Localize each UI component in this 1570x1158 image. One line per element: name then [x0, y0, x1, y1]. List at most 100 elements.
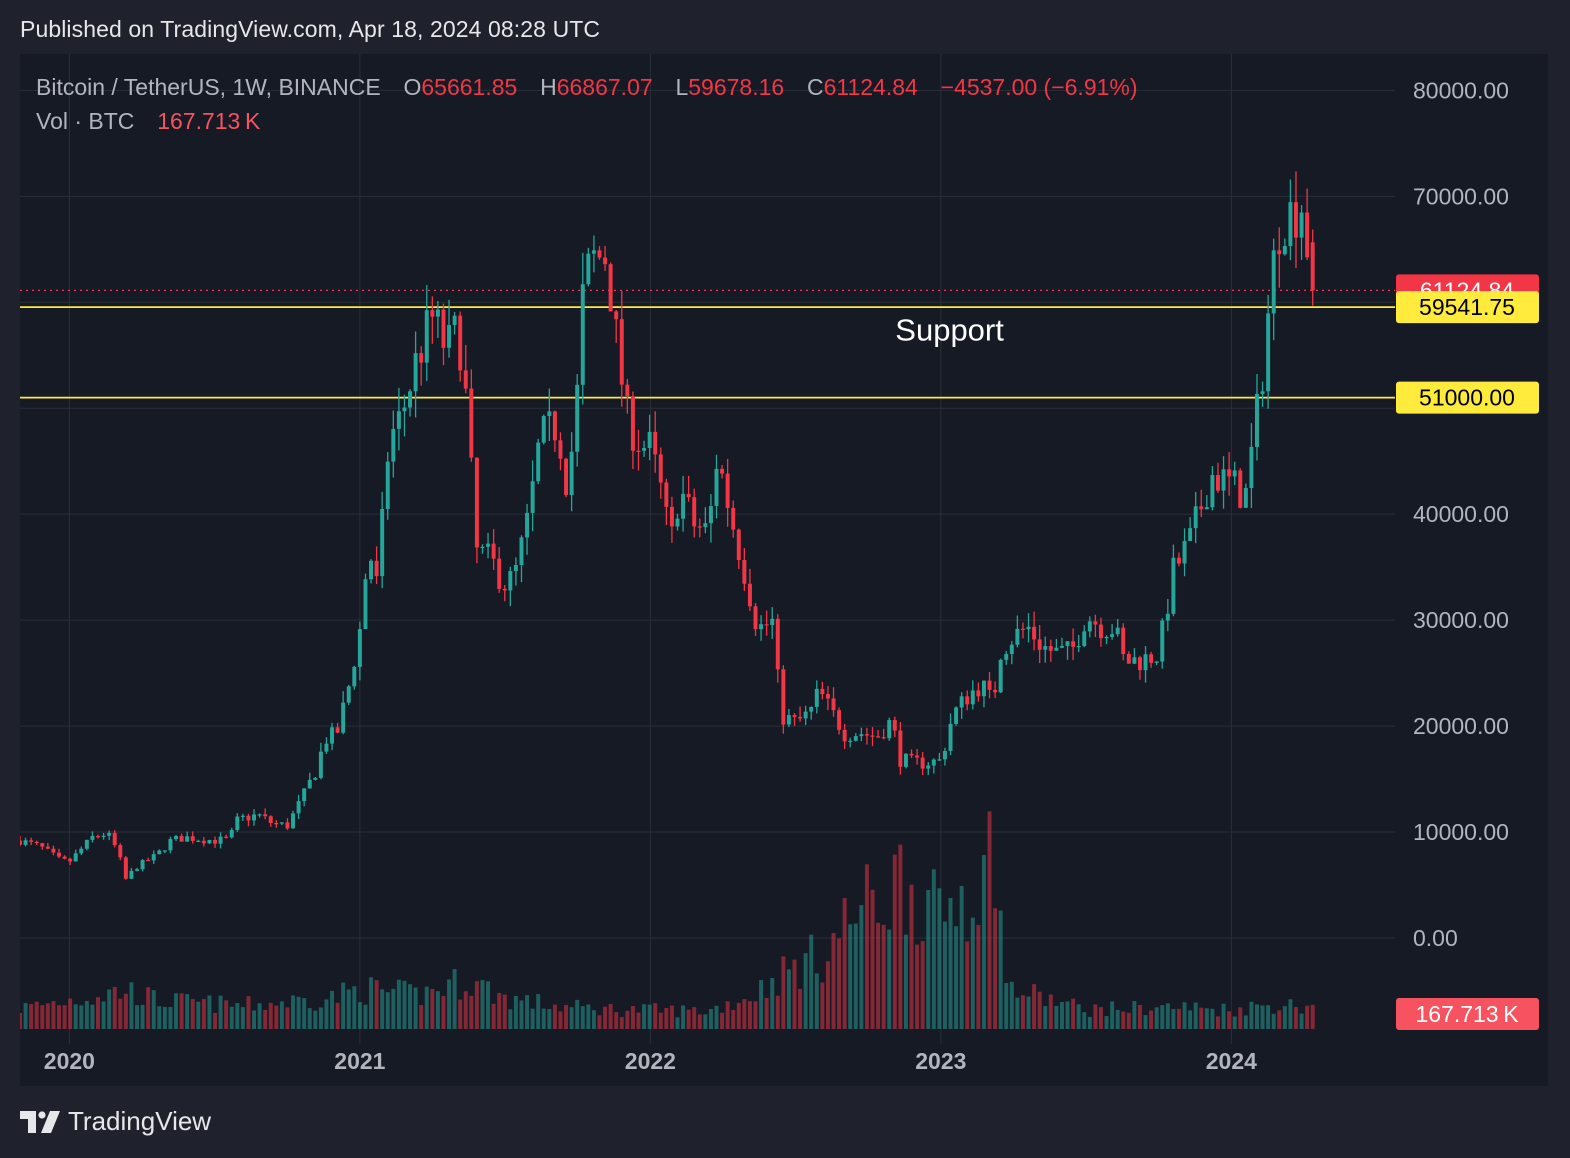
- volume-bar: [218, 995, 223, 1029]
- volume-bar: [285, 1007, 290, 1029]
- candle-body: [519, 537, 524, 565]
- volume-bar: [1282, 1006, 1287, 1029]
- volume-bar: [1221, 1003, 1226, 1029]
- volume-bar: [146, 987, 151, 1029]
- candle-body: [307, 779, 312, 789]
- candle-body: [168, 839, 173, 851]
- candle-body: [1227, 469, 1232, 477]
- candle-body: [987, 680, 992, 690]
- volume-bar: [591, 1010, 596, 1029]
- symbol-title[interactable]: Bitcoin / TetherUS, 1W, BINANCE: [36, 74, 381, 100]
- candle-body: [697, 526, 702, 528]
- candle-body: [285, 822, 290, 829]
- candle-body: [864, 734, 869, 736]
- volume-badge-bg: [1396, 998, 1539, 1030]
- volume-bar: [508, 1009, 513, 1029]
- volume-label[interactable]: Vol · BTC: [36, 108, 135, 134]
- time-axis[interactable]: 2020 2021 2022 2023 2024: [44, 1048, 1257, 1074]
- candle-body: [909, 753, 914, 756]
- candle-body: [803, 711, 808, 719]
- volume-bar: [157, 1006, 162, 1029]
- volume-bar: [313, 1010, 318, 1029]
- volume-badge-label: 167.713 K: [1415, 1001, 1519, 1027]
- volume-value: 167.713 K: [157, 108, 261, 134]
- candle-body: [1271, 250, 1276, 314]
- candle-body: [675, 518, 680, 527]
- candle-body: [274, 822, 279, 825]
- candle-body: [703, 523, 708, 528]
- volume-bar: [1271, 1013, 1276, 1029]
- candle-body: [1020, 628, 1025, 631]
- candle-body: [1065, 641, 1070, 646]
- candle-body: [346, 686, 351, 703]
- volume-bar: [424, 986, 429, 1029]
- volume-bar: [279, 1001, 284, 1029]
- price-axis[interactable]: 90000.0080000.0070000.0040000.0030000.00…: [1413, 54, 1509, 951]
- candle-body: [736, 529, 741, 560]
- volume-bar: [603, 1006, 608, 1029]
- candle-body: [396, 411, 401, 429]
- candle-body: [374, 560, 379, 577]
- volume-bar: [447, 979, 452, 1029]
- volume-bar: [1076, 1004, 1081, 1029]
- candle-body: [798, 716, 803, 719]
- volume-bar: [569, 1007, 574, 1029]
- candle-body: [770, 618, 775, 625]
- candle-body: [123, 857, 128, 879]
- volume-bar: [1204, 1008, 1209, 1029]
- volume-bar: [1115, 1009, 1120, 1029]
- candle-body: [1249, 446, 1254, 489]
- candle-body: [608, 264, 613, 312]
- candle-body: [603, 257, 608, 265]
- volume-bar: [842, 898, 847, 1029]
- candle-body: [647, 431, 652, 448]
- volume-bar: [669, 1005, 674, 1029]
- volume-bar: [174, 993, 179, 1029]
- candle-body: [692, 497, 697, 527]
- volume-bar: [642, 1004, 647, 1029]
- volume-bar: [697, 1014, 702, 1029]
- price-chart[interactable]: Support 90000.0080000.0070000.0040000.00…: [20, 54, 1548, 1086]
- volume-bar: [1227, 1011, 1232, 1029]
- candle-body: [1277, 250, 1282, 255]
- volume-bar: [541, 1008, 546, 1029]
- candle-body: [1037, 639, 1042, 650]
- candle-body: [742, 559, 747, 584]
- candle-body: [1143, 654, 1148, 671]
- volume-bar: [859, 905, 864, 1029]
- volume-bar: [185, 994, 190, 1029]
- candle-body: [302, 788, 307, 802]
- volume-bar: [1004, 983, 1009, 1029]
- candle-body: [162, 850, 167, 852]
- volume-bar: [391, 988, 396, 1029]
- volume-bar: [731, 1009, 736, 1029]
- candle-body: [1193, 506, 1198, 529]
- chart-panel[interactable]: Support 90000.0080000.0070000.0040000.00…: [20, 54, 1548, 1086]
- volume-bar: [263, 1009, 268, 1029]
- close-value: 61124.84: [823, 74, 918, 100]
- volume-bar: [29, 1004, 34, 1029]
- candle-body: [96, 836, 100, 838]
- candle-body: [1188, 528, 1193, 542]
- volume-bar: [798, 988, 803, 1029]
- candle-body: [68, 858, 73, 862]
- volume-bar: [636, 1012, 641, 1029]
- candle-body: [352, 666, 357, 687]
- volume-bar: [1176, 1008, 1181, 1029]
- volume-bar: [536, 994, 541, 1029]
- candle-body: [747, 583, 752, 607]
- candle-body: [135, 869, 139, 871]
- candle-body: [179, 836, 184, 842]
- volume-bar: [781, 956, 786, 1029]
- candle-body: [190, 836, 195, 841]
- candle-body: [357, 629, 362, 667]
- candle-body: [51, 848, 56, 853]
- volume-bar: [229, 1006, 234, 1029]
- volume-bar: [430, 988, 435, 1029]
- volume-bar: [135, 1005, 139, 1029]
- volume-bar: [224, 1000, 229, 1029]
- candle-body: [948, 723, 953, 751]
- candle-body: [279, 822, 284, 824]
- volume-bar: [1048, 994, 1053, 1029]
- support-lines[interactable]: [20, 289, 1395, 399]
